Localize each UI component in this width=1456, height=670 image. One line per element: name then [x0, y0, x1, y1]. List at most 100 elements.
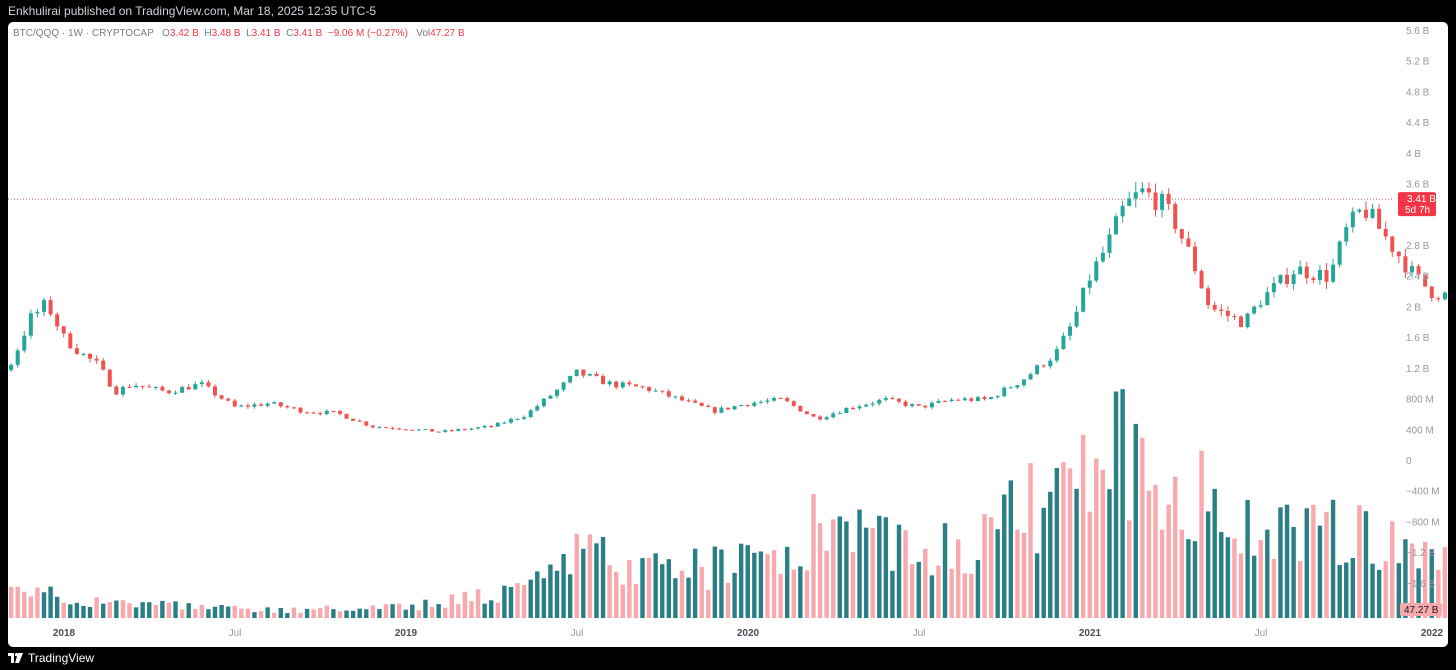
candle-body[interactable] [1107, 234, 1112, 253]
volume-bar[interactable] [1179, 529, 1185, 618]
candle-body[interactable] [1285, 274, 1290, 284]
volume-bar[interactable] [640, 558, 645, 618]
volume-bar[interactable] [1271, 558, 1277, 618]
candle-body[interactable] [1377, 208, 1382, 229]
candle-body[interactable] [1383, 228, 1388, 237]
candle-body[interactable] [943, 400, 948, 402]
volume-bar[interactable] [975, 560, 981, 618]
candle-body[interactable] [173, 392, 178, 394]
candle-body[interactable] [1225, 310, 1230, 317]
candle-body[interactable] [1363, 209, 1368, 218]
candle-body[interactable] [633, 384, 638, 387]
volume-bar[interactable] [324, 605, 330, 618]
candle-body[interactable] [1186, 238, 1191, 247]
volume-bar[interactable] [620, 584, 625, 618]
candle-body[interactable] [1239, 316, 1244, 328]
candle-body[interactable] [758, 401, 763, 403]
candle-body[interactable] [719, 407, 724, 413]
candle-body[interactable] [344, 413, 349, 419]
volume-bar[interactable] [1422, 541, 1428, 618]
candle-body[interactable] [1192, 246, 1197, 272]
candle-body[interactable] [620, 382, 625, 388]
candle-body[interactable] [824, 417, 829, 420]
volume-bar[interactable] [600, 536, 606, 618]
candle-body[interactable] [1357, 209, 1362, 212]
volume-bar[interactable] [1074, 488, 1079, 618]
candle-body[interactable] [449, 430, 454, 432]
candle-body[interactable] [568, 376, 573, 383]
volume-bar[interactable] [153, 604, 159, 618]
volume-bar[interactable] [1297, 561, 1303, 618]
candle-body[interactable] [127, 386, 132, 388]
volume-bar[interactable] [114, 600, 119, 618]
volume-bar[interactable] [863, 527, 869, 618]
volume-bar[interactable] [1251, 555, 1257, 618]
volume-bar[interactable] [883, 517, 889, 618]
volume-bar[interactable] [133, 607, 139, 618]
candle-body[interactable] [962, 398, 967, 401]
volume-bar[interactable] [745, 545, 750, 618]
candle-body[interactable] [94, 358, 99, 361]
volume-bar[interactable] [298, 612, 303, 618]
candle-body[interactable] [555, 389, 560, 396]
volume-bar[interactable] [521, 585, 527, 618]
volume-bar[interactable] [1311, 504, 1316, 618]
volume-bar[interactable] [699, 566, 704, 618]
candle-body[interactable] [1074, 311, 1079, 327]
candle-body[interactable] [1041, 365, 1046, 367]
candle-body[interactable] [55, 314, 60, 327]
candle-body[interactable] [384, 427, 389, 429]
candle-body[interactable] [1054, 349, 1059, 361]
volume-bar[interactable] [344, 610, 349, 618]
candle-body[interactable] [22, 335, 27, 351]
volume-bar[interactable] [160, 600, 165, 618]
candle-body[interactable] [245, 405, 250, 407]
volume-bar[interactable] [771, 550, 777, 618]
volume-bar[interactable] [686, 577, 691, 618]
volume-bar[interactable] [528, 579, 533, 618]
volume-bar[interactable] [791, 569, 796, 618]
volume-bar[interactable] [61, 602, 66, 618]
candle-body[interactable] [647, 386, 652, 391]
volume-bar[interactable] [1350, 558, 1356, 618]
volume-bar[interactable] [68, 604, 73, 618]
candle-body[interactable] [107, 369, 112, 387]
candle-body[interactable] [870, 403, 875, 405]
volume-bar[interactable] [1067, 468, 1073, 618]
candle-body[interactable] [1087, 280, 1092, 288]
volume-bar[interactable] [890, 570, 895, 618]
candle-body[interactable] [462, 429, 467, 431]
candle-body[interactable] [627, 382, 632, 385]
volume-bar[interactable] [804, 570, 810, 618]
candle-body[interactable] [528, 410, 533, 418]
candle-body[interactable] [1199, 271, 1204, 289]
volume-bar[interactable] [831, 519, 836, 618]
volume-bar[interactable] [1061, 462, 1066, 618]
volume-bar[interactable] [837, 516, 843, 618]
volume-bar[interactable] [1337, 565, 1342, 618]
candle-body[interactable] [653, 390, 658, 392]
volume-bar[interactable] [416, 610, 422, 618]
candle-body[interactable] [857, 406, 862, 409]
candle-body[interactable] [699, 402, 704, 406]
candle-body[interactable] [331, 410, 336, 412]
volume-bar[interactable] [1034, 553, 1040, 618]
volume-bar[interactable] [179, 609, 185, 618]
volume-bar[interactable] [166, 602, 172, 618]
candle-body[interactable] [897, 398, 902, 402]
volume-bar[interactable] [107, 602, 112, 618]
candle-body[interactable] [1146, 188, 1151, 193]
candle-body[interactable] [410, 429, 415, 431]
candle-body[interactable] [1252, 306, 1257, 314]
candle-body[interactable] [9, 364, 14, 371]
candle-body[interactable] [726, 407, 731, 410]
candle-body[interactable] [1291, 274, 1296, 284]
candle-body[interactable] [1304, 266, 1309, 279]
candle-body[interactable] [160, 386, 165, 391]
candle-body[interactable] [502, 422, 507, 424]
candle-body[interactable] [206, 382, 211, 387]
volume-bar[interactable] [548, 564, 553, 618]
volume-bar[interactable] [896, 524, 902, 618]
candle-body[interactable] [28, 313, 33, 336]
candle-body[interactable] [844, 407, 849, 414]
